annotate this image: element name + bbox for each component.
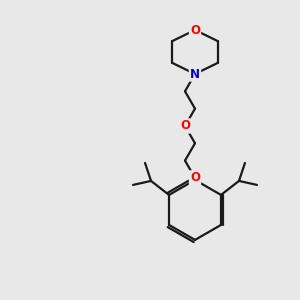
Text: O: O [190,23,200,37]
Text: N: N [190,68,200,80]
Text: O: O [180,119,190,133]
Text: O: O [190,171,200,184]
